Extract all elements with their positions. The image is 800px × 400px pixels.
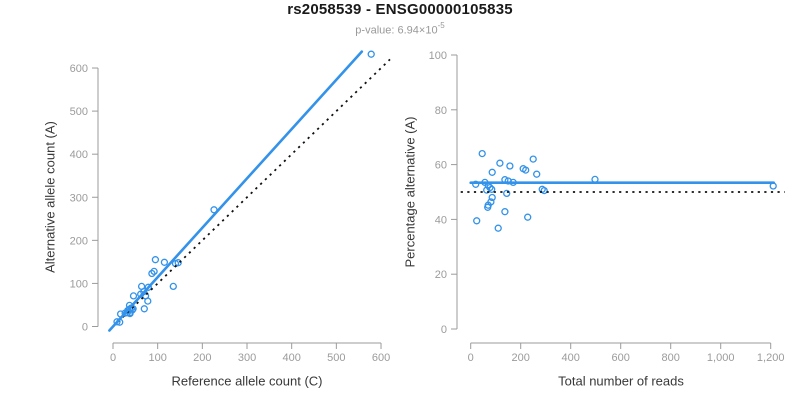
y-tick-label: 500 xyxy=(70,106,88,118)
data-point xyxy=(501,208,509,216)
figure-title: rs2058539 - ENSG00000105835 xyxy=(287,1,513,18)
data-point xyxy=(473,217,481,225)
data-point xyxy=(140,305,148,313)
data-point xyxy=(113,318,121,326)
right-y-axis-title: Percentage alternative (A) xyxy=(402,116,418,268)
data-point xyxy=(148,269,156,278)
y-tick-label: 600 xyxy=(70,63,88,75)
data-point xyxy=(129,292,138,300)
data-point xyxy=(494,224,502,232)
y-tick-label: 100 xyxy=(429,50,447,62)
left-y-axis-title: Alternative allele count (A) xyxy=(42,121,58,273)
data-point xyxy=(519,165,527,173)
data-point xyxy=(144,297,152,305)
y-axis: 0 100 200 300 400 500 600 xyxy=(70,63,99,334)
x-tick-label: 0 xyxy=(110,352,116,364)
y-tick-label: 20 xyxy=(435,269,447,281)
x-tick-label: 0 xyxy=(468,352,474,364)
data-point xyxy=(144,283,152,291)
data-point xyxy=(478,149,486,158)
data-point xyxy=(160,258,169,266)
data-point xyxy=(488,193,496,202)
y-tick-label: 0 xyxy=(441,324,447,336)
data-point xyxy=(496,159,504,167)
y-tick-label: 80 xyxy=(435,105,447,117)
x-tick-label: 1,200 xyxy=(757,352,785,364)
left-x-axis-title: Reference allele count (C) xyxy=(171,373,323,389)
x-axis: 0 100 200 300 400 500 600 xyxy=(110,342,390,364)
pvalue-exponent: -5 xyxy=(437,21,445,30)
y-tick-label: 40 xyxy=(435,214,447,226)
right-x-axis-title: Total number of reads xyxy=(558,373,684,389)
y-tick-label: 300 xyxy=(70,192,88,204)
x-tick-label: 1,000 xyxy=(707,352,735,364)
data-point xyxy=(483,186,491,194)
percentage-vs-reads-scatter-panel: 0 200 400 600 800 1,000 1,200 0 20 40 60 80 100 xyxy=(429,50,785,364)
data-point xyxy=(472,180,480,188)
data-points xyxy=(472,149,777,232)
y-tick-label: 100 xyxy=(70,278,88,290)
x-tick-label: 200 xyxy=(193,352,211,364)
figure-subtitle: p-value: 6.94×10-5 xyxy=(0,21,800,37)
fit-line xyxy=(108,50,364,332)
x-tick-label: 400 xyxy=(283,352,301,364)
x-tick-label: 500 xyxy=(327,352,345,364)
y-tick-label: 0 xyxy=(82,322,88,334)
data-point xyxy=(150,267,158,276)
x-tick-label: 800 xyxy=(662,352,680,364)
data-point xyxy=(151,256,160,264)
data-point xyxy=(169,282,177,291)
x-tick-label: 600 xyxy=(372,352,390,364)
data-point xyxy=(367,50,375,58)
allele-count-scatter-panel: 0 100 200 300 400 500 600 0 100 200 300 400 500 600 xyxy=(70,50,391,364)
data-point xyxy=(484,203,492,211)
y-tick-label: 200 xyxy=(70,235,88,247)
x-tick-label: 600 xyxy=(612,352,630,364)
y-tick-label: 60 xyxy=(435,160,447,172)
data-point xyxy=(538,185,546,193)
data-point xyxy=(503,189,511,198)
identity-line xyxy=(112,58,391,328)
x-tick-label: 100 xyxy=(148,352,166,364)
x-tick-label: 200 xyxy=(512,352,530,364)
x-tick-label: 400 xyxy=(562,352,580,364)
pvalue-text: p-value: 6.94×10 xyxy=(355,24,438,37)
x-axis: 0 200 400 600 800 1,000 1,200 xyxy=(468,342,785,364)
data-point xyxy=(533,170,541,178)
data-point xyxy=(529,155,537,163)
y-axis: 0 20 40 60 80 100 xyxy=(429,50,458,336)
x-tick-label: 300 xyxy=(238,352,256,364)
data-point xyxy=(506,162,514,170)
data-point xyxy=(524,213,532,221)
y-tick-label: 400 xyxy=(70,149,88,161)
data-point xyxy=(488,168,496,176)
